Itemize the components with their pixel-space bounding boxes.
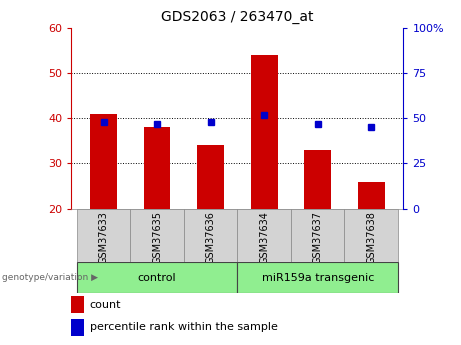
Text: miR159a transgenic: miR159a transgenic — [261, 273, 374, 283]
Text: count: count — [90, 300, 121, 310]
Text: genotype/variation ▶: genotype/variation ▶ — [2, 273, 98, 282]
Bar — [77, 209, 130, 262]
Bar — [358, 181, 384, 209]
Bar — [144, 127, 171, 209]
Text: GSM37635: GSM37635 — [152, 211, 162, 264]
Bar — [90, 114, 117, 209]
Bar — [197, 145, 224, 209]
Text: GSM37634: GSM37634 — [259, 211, 269, 264]
Bar — [130, 209, 184, 262]
Bar — [71, 319, 84, 336]
Text: GSM37636: GSM37636 — [206, 211, 216, 264]
Text: control: control — [138, 273, 177, 283]
Bar — [184, 209, 237, 262]
Bar — [71, 296, 84, 313]
Text: GSM37633: GSM37633 — [99, 211, 109, 264]
Text: GSM37638: GSM37638 — [366, 211, 376, 264]
Text: percentile rank within the sample: percentile rank within the sample — [90, 322, 278, 332]
Bar — [344, 209, 398, 262]
Bar — [237, 209, 291, 262]
Bar — [77, 262, 237, 293]
Bar — [304, 150, 331, 209]
Bar — [251, 55, 278, 209]
Bar — [291, 209, 344, 262]
Title: GDS2063 / 263470_at: GDS2063 / 263470_at — [161, 10, 313, 24]
Bar — [237, 262, 398, 293]
Text: GSM37637: GSM37637 — [313, 211, 323, 264]
